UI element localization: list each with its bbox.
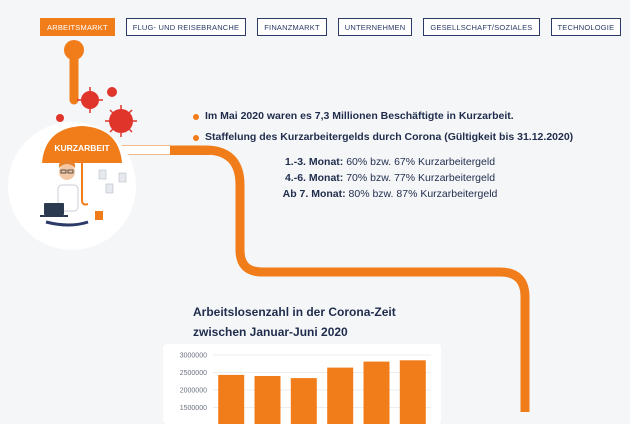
bar-juni — [399, 360, 426, 424]
bar-märz — [290, 378, 317, 424]
benefit-tiers: 1.-3. Monat: 60% bzw. 67% Kurzarbeiterge… — [240, 154, 540, 202]
y-tick-label: 1500000 — [180, 405, 207, 412]
flow-connector — [118, 146, 180, 154]
bar-mai — [363, 361, 390, 424]
bar-februar — [254, 376, 281, 424]
illustration-circle — [8, 122, 136, 250]
virus-icon — [56, 87, 133, 133]
tier-row: 4.-6. Monat: 70% bzw. 77% Kurzarbeiterge… — [284, 172, 496, 184]
fact-short-time-work: Im Mai 2020 waren es 7,3 Millionen Besch… — [193, 110, 613, 122]
tab-technologie[interactable]: TECHNOLOGIE — [550, 18, 622, 36]
tab-finanzmarkt[interactable]: FINANZMARKT — [257, 18, 327, 36]
tab-gesellschaft-soziales[interactable]: GESELLSCHAFT/SOZIALES — [423, 18, 540, 36]
y-tick-label: 2000000 — [180, 388, 207, 395]
umbrella-label: KURZARBEIT — [54, 143, 110, 153]
person-body — [57, 184, 79, 212]
umbrella-icon — [42, 126, 122, 163]
bar-april — [327, 367, 354, 424]
chart-title: Arbeitslosenzahl in der Corona-Zeit zwis… — [193, 305, 396, 339]
unemployment-bar-chart: 3000000 2500000 2000000 1500000 — [180, 353, 431, 424]
topic-tabs: ARBEITSMARKT FLUG- UND REISEBRANCHE FINANZ… — [40, 18, 622, 36]
fact-benefit-staggering: Staffelung des Kurzarbeitergelds durch C… — [193, 131, 613, 143]
flow-path-knob — [64, 40, 84, 60]
tab-unternehmen[interactable]: UNTERNEHMEN — [337, 18, 413, 36]
tab-flug-und-reisebranche[interactable]: FLUG- UND REISEBRANCHE — [125, 18, 247, 36]
laptop-icon — [44, 203, 64, 215]
tab-arbeitsmarkt[interactable]: ARBEITSMARKT — [40, 18, 115, 36]
y-tick-label: 2500000 — [180, 370, 207, 377]
facts-list: Im Mai 2020 waren es 7,3 Millionen Besch… — [193, 110, 613, 152]
tier-row: Ab 7. Monat: 80% bzw. 87% Kurzarbeiterge… — [282, 188, 498, 200]
tier-row: 1.-3. Monat: 60% bzw. 67% Kurzarbeiterge… — [284, 156, 496, 168]
y-tick-label: 3000000 — [180, 353, 207, 360]
person-head — [59, 164, 75, 180]
mug-icon — [95, 211, 103, 220]
bar-januar — [218, 374, 245, 424]
